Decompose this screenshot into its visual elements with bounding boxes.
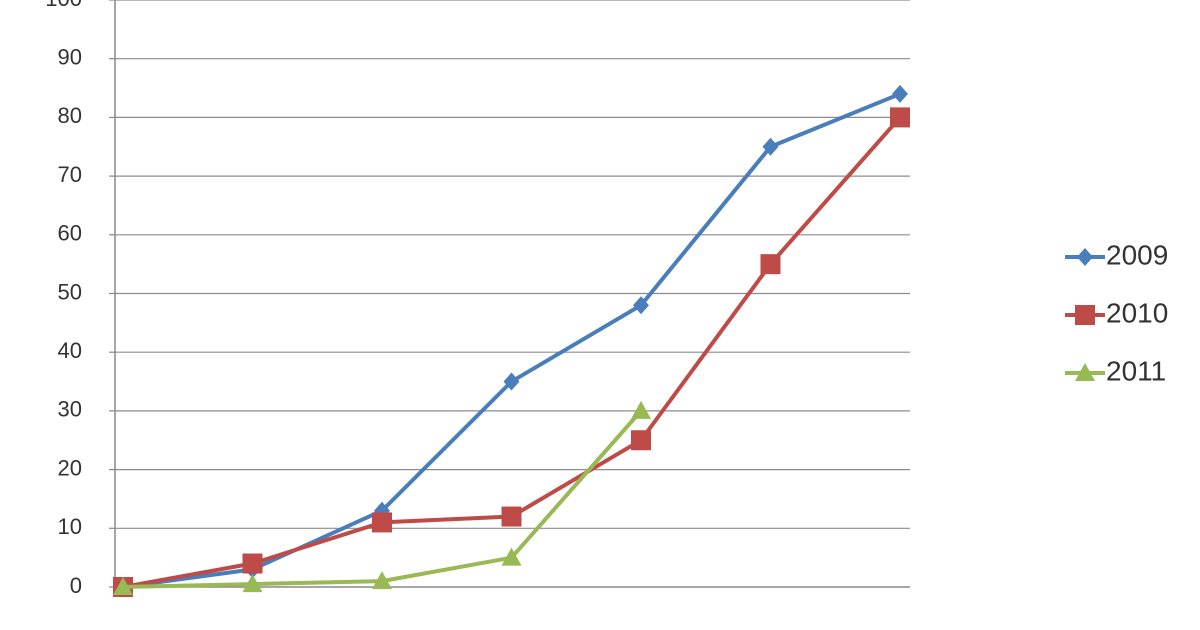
- legend-label: 2011: [1106, 355, 1166, 386]
- y-tick-label: 80: [58, 103, 82, 128]
- y-tick-label: 10: [58, 514, 82, 539]
- y-tick-label: 50: [58, 279, 82, 304]
- point: [890, 107, 910, 128]
- y-tick-label: 40: [58, 338, 82, 363]
- point: [501, 547, 522, 566]
- legend-marker: [1075, 363, 1095, 381]
- point: [503, 372, 520, 391]
- y-tick-label: 60: [58, 221, 82, 246]
- point: [242, 574, 263, 593]
- legend-label: 2010: [1106, 297, 1168, 328]
- point: [372, 571, 392, 590]
- y-tick-label: 0: [70, 573, 82, 598]
- point: [242, 553, 263, 574]
- point: [501, 506, 522, 527]
- legend-label: 2009: [1106, 239, 1168, 270]
- y-tick-label: 30: [58, 397, 82, 422]
- point: [372, 512, 392, 533]
- legend-marker: [1077, 248, 1093, 266]
- point: [631, 430, 651, 451]
- point: [633, 296, 649, 315]
- point: [762, 137, 779, 156]
- y-tick-label: 100: [45, 0, 82, 11]
- series-line: [122, 409, 643, 589]
- y-tick-label: 20: [58, 455, 82, 480]
- point: [760, 254, 781, 275]
- point: [113, 577, 133, 595]
- point: [892, 84, 908, 103]
- y-tick-label: 90: [58, 45, 82, 70]
- point: [631, 400, 651, 419]
- legend-marker: [1075, 305, 1095, 325]
- y-tick-label: 70: [58, 162, 82, 187]
